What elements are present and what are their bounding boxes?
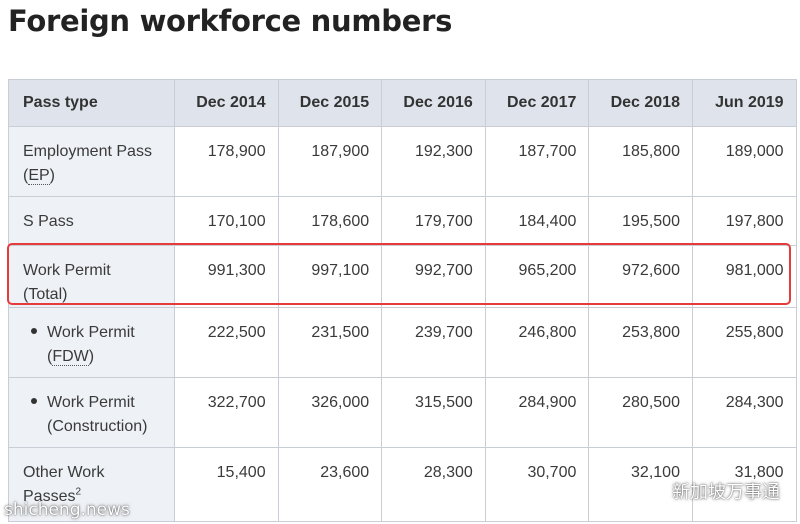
table-cell: 195,500	[588, 196, 693, 246]
footnote-marker[interactable]: 2	[75, 486, 82, 498]
bullet-icon	[31, 398, 37, 405]
row-label-sub: (Total)	[23, 286, 68, 303]
table-cell: 184,400	[484, 196, 590, 246]
table-cell: 179,700	[381, 196, 486, 246]
table-cell: 189,000	[691, 126, 797, 197]
column-header: Dec 2018	[588, 79, 693, 127]
table-cell: 222,500	[174, 307, 279, 378]
table-row-work-permit-total: Work Permit (Total) 991,300 997,100 992,…	[8, 245, 797, 308]
table-cell: 185,800	[588, 126, 693, 197]
column-header: Dec 2014	[174, 79, 279, 127]
table-cell: 991,300	[174, 245, 279, 308]
row-label: Work Permit (Construction)	[8, 377, 175, 448]
table-cell: 197,800	[691, 196, 797, 246]
table-row-s-pass: S Pass 170,100 178,600 179,700 184,400 1…	[8, 196, 797, 246]
table-cell: 972,600	[588, 245, 693, 308]
column-header: Dec 2016	[381, 79, 486, 127]
table-cell: 981,000	[691, 245, 797, 308]
table-row-work-permit-construction: Work Permit (Construction) 322,700 326,00…	[8, 377, 797, 448]
table-cell: 192,300	[381, 126, 486, 197]
row-label: Employment Pass (EP)	[8, 126, 175, 197]
watermark-account: 新加坡万事通	[638, 478, 780, 504]
row-label-text: Other Work	[23, 464, 105, 481]
row-label-text: Work Permit	[47, 324, 135, 341]
abbreviation-ep[interactable]: EP	[28, 167, 50, 185]
table-cell: 253,800	[588, 307, 693, 378]
table-cell: 326,000	[277, 377, 383, 448]
workforce-table: Pass type Dec 2014 Dec 2015 Dec 2016 Dec…	[8, 79, 797, 522]
table-cell: 170,100	[174, 196, 279, 246]
row-label-sub: Passes	[23, 488, 76, 505]
row-label: Other Work Passes2	[8, 447, 175, 522]
column-header: Dec 2017	[484, 79, 590, 127]
table-cell: 315,500	[381, 377, 486, 448]
page-title: Foreign workforce numbers	[8, 4, 453, 38]
abbreviation-fdw[interactable]: FDW	[52, 348, 89, 366]
row-label-text: Work Permit	[47, 394, 135, 411]
table-cell: 284,300	[691, 377, 797, 448]
row-label-text: Work Permit	[23, 262, 111, 279]
table-cell: 965,200	[484, 245, 590, 308]
table-cell: 28,300	[381, 447, 486, 522]
watermark-account-name: 新加坡万事通	[672, 482, 780, 503]
table-cell: 322,700	[174, 377, 279, 448]
table-cell: 231,500	[277, 307, 383, 378]
table-cell: 178,600	[277, 196, 383, 246]
row-label: Work Permit (Total)	[8, 245, 175, 308]
row-label-wrap: Work Permit (Construction)	[47, 391, 147, 439]
table-cell: 280,500	[588, 377, 693, 448]
bullet-icon	[31, 328, 37, 335]
row-label-sub: (Construction)	[47, 418, 148, 435]
column-header: Dec 2015	[277, 79, 383, 127]
table-cell: 23,600	[277, 447, 383, 522]
table-cell: 31,800	[691, 447, 797, 522]
column-header: Jun 2019	[691, 79, 797, 127]
table-cell: 178,900	[174, 126, 279, 197]
table-cell: 992,700	[381, 245, 486, 308]
wechat-icon	[638, 480, 665, 502]
table-cell: 30,700	[484, 447, 590, 522]
row-label-text: Employment Pass	[23, 143, 152, 160]
table-cell: 187,700	[484, 126, 590, 197]
table-row-employment-pass: Employment Pass (EP) 178,900 187,900 192…	[8, 126, 797, 197]
table-cell: 255,800	[691, 307, 797, 378]
column-header-pass-type: Pass type	[8, 79, 175, 127]
table-header-row: Pass type Dec 2014 Dec 2015 Dec 2016 Dec…	[8, 79, 797, 127]
watermark-site: shicheng.news	[4, 500, 130, 520]
table-cell: 246,800	[484, 307, 590, 378]
table-cell: 239,700	[381, 307, 486, 378]
table-row-work-permit-fdw: Work Permit (FDW) 222,500 231,500 239,700…	[8, 307, 797, 378]
row-label-wrap: Work Permit (FDW)	[47, 324, 135, 366]
table-cell: 187,900	[277, 126, 383, 197]
row-label: Work Permit (FDW)	[8, 307, 175, 378]
table-cell: 997,100	[277, 245, 383, 308]
table-cell: 15,400	[174, 447, 279, 522]
row-label: S Pass	[8, 196, 175, 246]
table-cell: 284,900	[484, 377, 590, 448]
